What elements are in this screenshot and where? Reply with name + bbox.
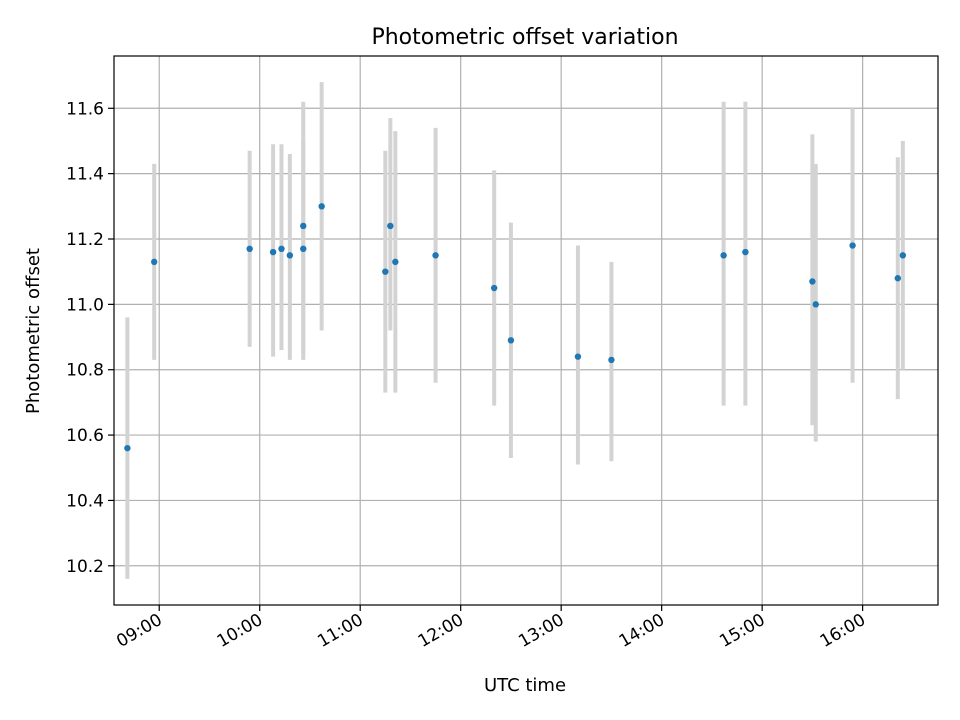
plot-frame <box>113 55 939 606</box>
data-point <box>809 278 816 285</box>
data-point <box>899 252 907 259</box>
data-point <box>812 301 819 308</box>
data-points <box>124 203 907 452</box>
data-point <box>300 245 307 253</box>
data-point <box>150 258 158 266</box>
data-point <box>246 245 253 253</box>
x-axis-label: UTC time <box>484 675 566 696</box>
y-tick-label: 10.4 <box>66 491 104 511</box>
data-point <box>432 252 439 259</box>
data-point <box>608 356 615 364</box>
data-point <box>574 353 582 360</box>
y-axis-ticks: 10.2 10.4 10.6 10.8 11.0 11.2 11.4 11.6 <box>66 99 114 577</box>
data-point <box>382 268 389 275</box>
y-axis-label: Photometric offset <box>23 248 44 414</box>
y-tick-label: 11.6 <box>66 99 104 119</box>
data-point <box>490 284 498 292</box>
data-point <box>849 242 856 249</box>
data-point <box>720 252 727 259</box>
y-tick-label: 11.4 <box>66 165 104 185</box>
y-tick-label: 11.2 <box>66 230 104 250</box>
grid-lines <box>114 56 938 605</box>
y-tick-label: 10.8 <box>66 361 104 381</box>
data-point <box>318 203 325 210</box>
data-point <box>894 275 902 282</box>
data-point <box>278 245 285 253</box>
data-point <box>124 444 131 452</box>
data-point <box>742 248 749 256</box>
y-tick-label: 10.6 <box>66 426 104 446</box>
data-point <box>300 222 307 230</box>
data-point <box>269 248 277 256</box>
data-point <box>387 222 394 230</box>
data-point <box>286 252 294 259</box>
chart-title: Photometric offset variation <box>371 25 678 50</box>
data-point <box>392 258 399 266</box>
data-point <box>507 337 515 344</box>
y-tick-label: 10.2 <box>66 557 104 577</box>
y-tick-label: 11.0 <box>66 295 104 315</box>
